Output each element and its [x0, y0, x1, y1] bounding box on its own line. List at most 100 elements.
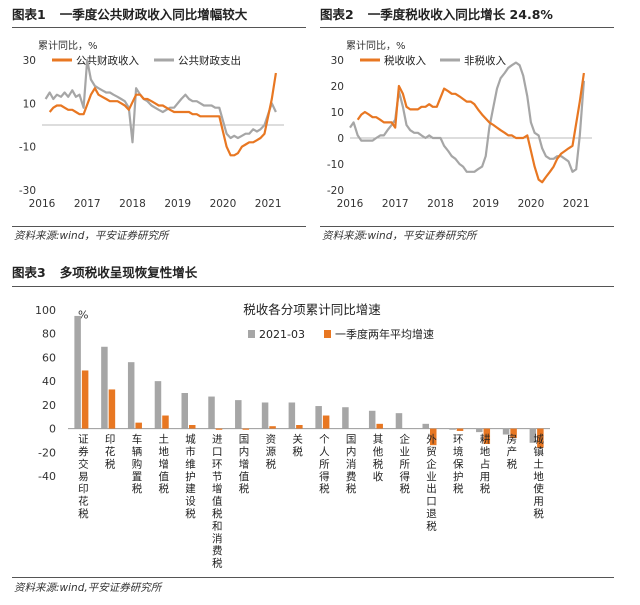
x-category-label: 进口环节增值税和消费税 — [212, 434, 223, 570]
x-tick-label: 2020 — [210, 198, 237, 210]
bar-two-year-average — [537, 428, 544, 448]
figure1-source: 资料来源:wind，平安证券研究所 — [14, 230, 169, 242]
x-tick-label: 2017 — [382, 198, 409, 210]
bar-two-year-average — [430, 428, 437, 446]
x-category-label: 国内增值税 — [239, 434, 250, 496]
y-tick-label: 30 — [23, 55, 36, 67]
y-tick-label: 40 — [42, 375, 56, 388]
x-category-label: 车辆购置税 — [132, 433, 143, 496]
y-tick-label: -30 — [19, 185, 36, 197]
bar-two-year-average — [510, 428, 517, 439]
bar-two-year-average — [322, 415, 330, 429]
bar-2021-03 — [127, 362, 135, 429]
bar-two-year-average — [242, 428, 250, 430]
legend-label: 一季度两年平均增速 — [335, 327, 434, 341]
y-tick-label: -20 — [327, 185, 344, 197]
y-axis-label: 累计同比，% — [38, 39, 98, 52]
figure3-bottom-rule — [12, 577, 614, 578]
y-tick-label: 0 — [49, 423, 56, 436]
figure2-title-bar: 图表2 一季度税收收入同比增长 24.8% — [320, 4, 620, 26]
y-tick-label: 60 — [42, 351, 56, 364]
bar-2021-03 — [476, 428, 483, 433]
chart-title: 税收各分项累计同比增速 — [243, 302, 381, 317]
figure1-number: 图表1 — [12, 7, 46, 22]
x-tick-label: 2019 — [164, 198, 191, 210]
bar-2021-03 — [368, 410, 376, 429]
x-tick-label: 2021 — [255, 198, 282, 210]
bar-two-year-average — [162, 415, 169, 429]
x-category-label: 个人所得税 — [319, 434, 330, 496]
bar-two-year-average — [483, 428, 491, 444]
bar-2021-03 — [101, 346, 108, 429]
series-line — [349, 61, 585, 173]
bar-2021-03 — [502, 428, 510, 435]
figure3-title-bar: 图表3 多项税收呈现恢复性增长 — [12, 262, 412, 284]
x-tick-label: 2016 — [337, 198, 364, 210]
bar-2021-03 — [288, 402, 296, 429]
figure1-title-bar: 图表1 一季度公共财政收入同比增幅较大 — [12, 4, 302, 26]
legend-label: 公共财政支出 — [178, 54, 241, 67]
legend-label: 税收收入 — [384, 54, 426, 67]
bar-2021-03 — [422, 423, 429, 429]
figure1-title: 一季度公共财政收入同比增幅较大 — [59, 7, 248, 22]
y-axis-label: 累计同比，% — [346, 39, 406, 52]
y-tick-label: 100 — [35, 304, 56, 317]
x-category-label: 证券交易印花税 — [78, 434, 89, 520]
x-category-label: 耕地占用税 — [480, 433, 491, 496]
y-tick-label: 0 — [337, 133, 344, 145]
figure3-top-rule — [12, 286, 614, 287]
x-tick-label: 2017 — [74, 198, 101, 210]
bar-two-year-average — [135, 422, 142, 429]
figure2-title: 一季度税收收入同比增长 24.8% — [367, 7, 553, 22]
x-tick-label: 2018 — [119, 198, 146, 210]
y-tick-label: -10 — [327, 159, 344, 171]
y-tick-label: 80 — [42, 328, 56, 341]
bar-two-year-average — [81, 370, 89, 429]
figure3-bar-chart: -40 -20 0 20 40 60 80 100% 税收各分项累计同比增速 2021-03 一季度… — [35, 302, 550, 570]
x-category-label: 房产税 — [507, 433, 518, 471]
bar-two-year-average — [376, 423, 383, 429]
figure2-bottom-rule — [320, 226, 614, 227]
bar-2021-03 — [235, 400, 242, 429]
figure2-line-chart: 累计同比，% -20 -10 0 10 20 30 2016 2017 2018 2019 2020 2… — [327, 39, 592, 210]
y-tick-label: 10 — [23, 98, 36, 110]
bar-2021-03 — [315, 406, 322, 429]
bar-2021-03 — [154, 381, 162, 429]
x-tick-label: 2018 — [427, 198, 454, 210]
x-category-label: 城市维护建设税 — [185, 434, 196, 520]
figure1-line-chart: 累计同比，% -30 -10 10 30 2016 2017 2018 2019 2020 2021… — [19, 39, 284, 210]
figure3-source: 资料来源:wind,平安证券研究所 — [14, 582, 162, 594]
legend-label: 公共财政收入 — [76, 54, 139, 67]
bar-2021-03 — [395, 413, 403, 429]
figure2-source: 资料来源:wind，平安证券研究所 — [322, 230, 477, 242]
y-tick-label: 20 — [331, 81, 344, 93]
bar-two-year-average — [269, 426, 276, 429]
bar-2021-03 — [208, 396, 215, 429]
y-tick-label: 10 — [331, 107, 344, 119]
bar-2021-03 — [181, 393, 188, 429]
y-tick-label: -10 — [19, 142, 36, 154]
x-category-label: 其他税收 — [373, 434, 384, 483]
bar-two-year-average — [108, 389, 116, 429]
series-line — [44, 58, 277, 144]
y-tick-label: 20 — [42, 399, 56, 412]
x-category-label: 土地增值税 — [158, 433, 169, 496]
series-line — [48, 72, 277, 157]
x-category-label: 资源税 — [266, 434, 277, 471]
figure1-top-rule — [12, 27, 306, 28]
figure1-bottom-rule — [12, 226, 306, 227]
bar-two-year-average — [456, 428, 464, 431]
y-tick-label: 30 — [331, 55, 344, 67]
x-tick-label: 2020 — [518, 198, 545, 210]
bar-2021-03 — [529, 428, 537, 443]
y-axis-label: % — [78, 309, 88, 322]
legend-label: 非税收入 — [464, 54, 506, 67]
x-category-label: 印花税 — [105, 434, 116, 471]
x-tick-label: 2021 — [563, 198, 590, 210]
x-category-label: 国内消费税 — [346, 434, 357, 496]
x-tick-label: 2016 — [29, 198, 56, 210]
legend-label: 2021-03 — [259, 328, 305, 341]
figure3-title: 多项税收呈现恢复性增长 — [59, 265, 198, 280]
legend-swatch — [248, 330, 255, 338]
bar-2021-03 — [342, 407, 349, 429]
